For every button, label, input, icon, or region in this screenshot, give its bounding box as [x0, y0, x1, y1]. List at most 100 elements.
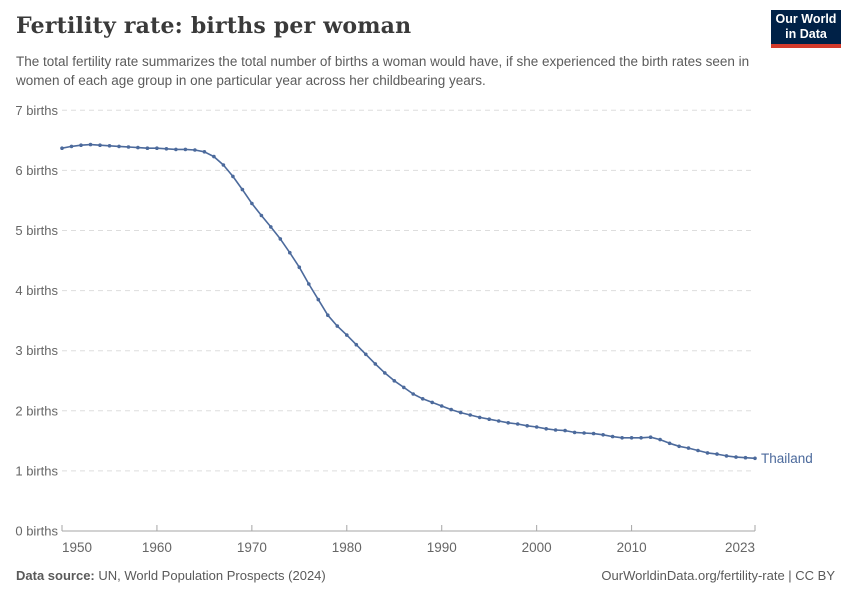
data-point	[449, 407, 454, 412]
data-point	[60, 146, 64, 150]
data-point	[98, 143, 102, 147]
data-point	[69, 144, 74, 149]
data-point	[278, 237, 283, 241]
data-point	[705, 451, 710, 455]
data-point	[183, 147, 188, 152]
data-point	[202, 150, 207, 154]
data-point	[591, 431, 596, 436]
data-point	[155, 146, 159, 150]
x-axis-tick-label: 2010	[617, 540, 647, 555]
y-axis-tick-label: 6 births	[15, 163, 58, 178]
y-axis-tick-label: 3 births	[15, 343, 58, 358]
data-point	[326, 313, 330, 318]
data-point	[411, 392, 416, 396]
data-point	[734, 455, 738, 459]
data-point	[231, 174, 235, 179]
x-axis-tick-label: 2023	[725, 540, 755, 555]
data-point	[250, 201, 254, 206]
data-point	[458, 410, 463, 415]
data-point	[373, 362, 378, 366]
owid-logo[interactable]: Our World in Data	[771, 10, 841, 48]
x-axis-tick-label: 1970	[237, 540, 267, 555]
data-point	[534, 425, 539, 429]
owid-logo-line1: Our World	[775, 11, 837, 26]
data-point	[648, 435, 653, 440]
data-point	[307, 282, 311, 286]
data-point	[639, 436, 643, 440]
y-axis-tick-label: 0 births	[15, 524, 58, 539]
data-point	[345, 333, 349, 337]
data-point	[364, 352, 368, 357]
data-point	[743, 455, 748, 460]
data-point	[126, 145, 131, 149]
x-axis-tick-label: 2000	[522, 540, 552, 555]
data-point	[164, 147, 169, 151]
data-point	[316, 297, 321, 302]
data-point	[354, 342, 359, 347]
data-point	[506, 421, 511, 425]
data-point	[288, 250, 292, 255]
x-axis-tick-label: 1980	[332, 540, 362, 555]
data-source-text: UN, World Population Prospects (2024)	[94, 568, 326, 583]
data-point	[107, 144, 112, 148]
data-point	[439, 404, 444, 408]
data-point	[297, 265, 302, 270]
data-point	[715, 452, 719, 456]
series-entity-label: Thailand	[761, 451, 813, 466]
data-point	[677, 444, 681, 449]
data-point	[221, 163, 226, 167]
data-point	[117, 144, 121, 149]
data-source-label: Data source:	[16, 568, 95, 583]
data-point	[383, 371, 387, 375]
data-point	[240, 187, 245, 192]
data-point	[430, 400, 435, 405]
data-point	[515, 422, 520, 426]
data-point	[610, 434, 615, 439]
owid-logo-line2: in Data	[785, 27, 827, 41]
data-point	[487, 417, 492, 422]
data-point	[667, 441, 672, 446]
data-point	[696, 448, 700, 453]
page-title: Fertility rate: births per woman	[16, 13, 412, 39]
data-point	[629, 436, 634, 440]
data-point	[620, 436, 624, 440]
data-point	[259, 213, 264, 218]
data-point	[420, 397, 425, 401]
data-point	[601, 433, 605, 437]
data-point	[525, 424, 529, 428]
y-axis-tick-label: 5 births	[15, 223, 58, 238]
y-axis-tick-label: 4 births	[15, 283, 58, 298]
y-axis-tick-label: 2 births	[15, 403, 58, 418]
data-point	[753, 456, 757, 461]
data-point	[174, 147, 178, 152]
data-point	[88, 142, 93, 147]
data-point	[335, 324, 340, 328]
data-source-note: Data source: UN, World Population Prospe…	[16, 568, 326, 583]
x-axis-tick-label: 1950	[62, 540, 92, 555]
y-axis-tick-label: 1 births	[15, 463, 58, 478]
data-point	[563, 428, 567, 433]
data-point	[658, 437, 662, 442]
data-point	[553, 428, 558, 432]
data-point	[477, 415, 482, 420]
data-point	[392, 379, 397, 383]
y-axis-tick-label: 7 births	[15, 103, 58, 118]
data-point	[496, 419, 501, 423]
x-axis-tick-label: 1960	[142, 540, 172, 555]
data-point	[402, 385, 406, 390]
x-axis-tick-label: 1990	[427, 540, 457, 555]
data-point	[582, 431, 586, 435]
data-point	[193, 148, 197, 152]
data-point	[212, 154, 216, 159]
data-point	[724, 454, 729, 458]
data-point	[572, 430, 577, 435]
data-point	[145, 146, 150, 150]
credit-link[interactable]: OurWorldinData.org/fertility-rate | CC B…	[601, 568, 835, 583]
data-point	[686, 446, 691, 450]
data-point	[468, 413, 473, 417]
data-point	[136, 145, 140, 150]
data-point	[544, 427, 548, 431]
data-point	[269, 225, 273, 229]
